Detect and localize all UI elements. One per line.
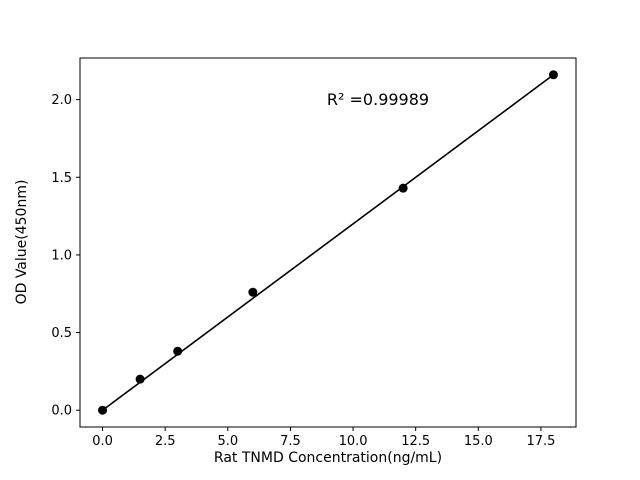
y-axis-label: OD Value(450nm): [14, 179, 30, 305]
y-tick-label: 0.0: [51, 404, 72, 419]
y-tick-label: 1.0: [51, 248, 72, 263]
axes-frame: [79, 57, 577, 428]
x-axis-label: Rat TNMD Concentration(ng/mL): [213, 450, 443, 466]
y-tick-label: 1.5: [51, 171, 72, 186]
x-tick-label: 2.5: [155, 434, 176, 449]
x-tick-label: 10.0: [339, 434, 368, 449]
data-point: [248, 287, 258, 297]
x-tick-label: 5.0: [217, 434, 238, 449]
data-point: [398, 183, 408, 193]
fit-line: [102, 74, 554, 411]
x-tick-label: 17.5: [526, 434, 555, 449]
r-squared-annotation: R² =0.99989: [326, 90, 430, 109]
x-tick-label: 0.0: [92, 434, 113, 449]
data-point: [135, 374, 145, 384]
data-point: [98, 405, 108, 415]
x-tick-label: 12.5: [401, 434, 430, 449]
data-point: [173, 346, 183, 356]
x-tick-label: 7.5: [280, 434, 301, 449]
x-tick-label: 15.0: [464, 434, 493, 449]
y-tick-label: 2.0: [51, 93, 72, 108]
data-point: [548, 70, 558, 80]
y-tick-label: 0.5: [51, 326, 72, 341]
